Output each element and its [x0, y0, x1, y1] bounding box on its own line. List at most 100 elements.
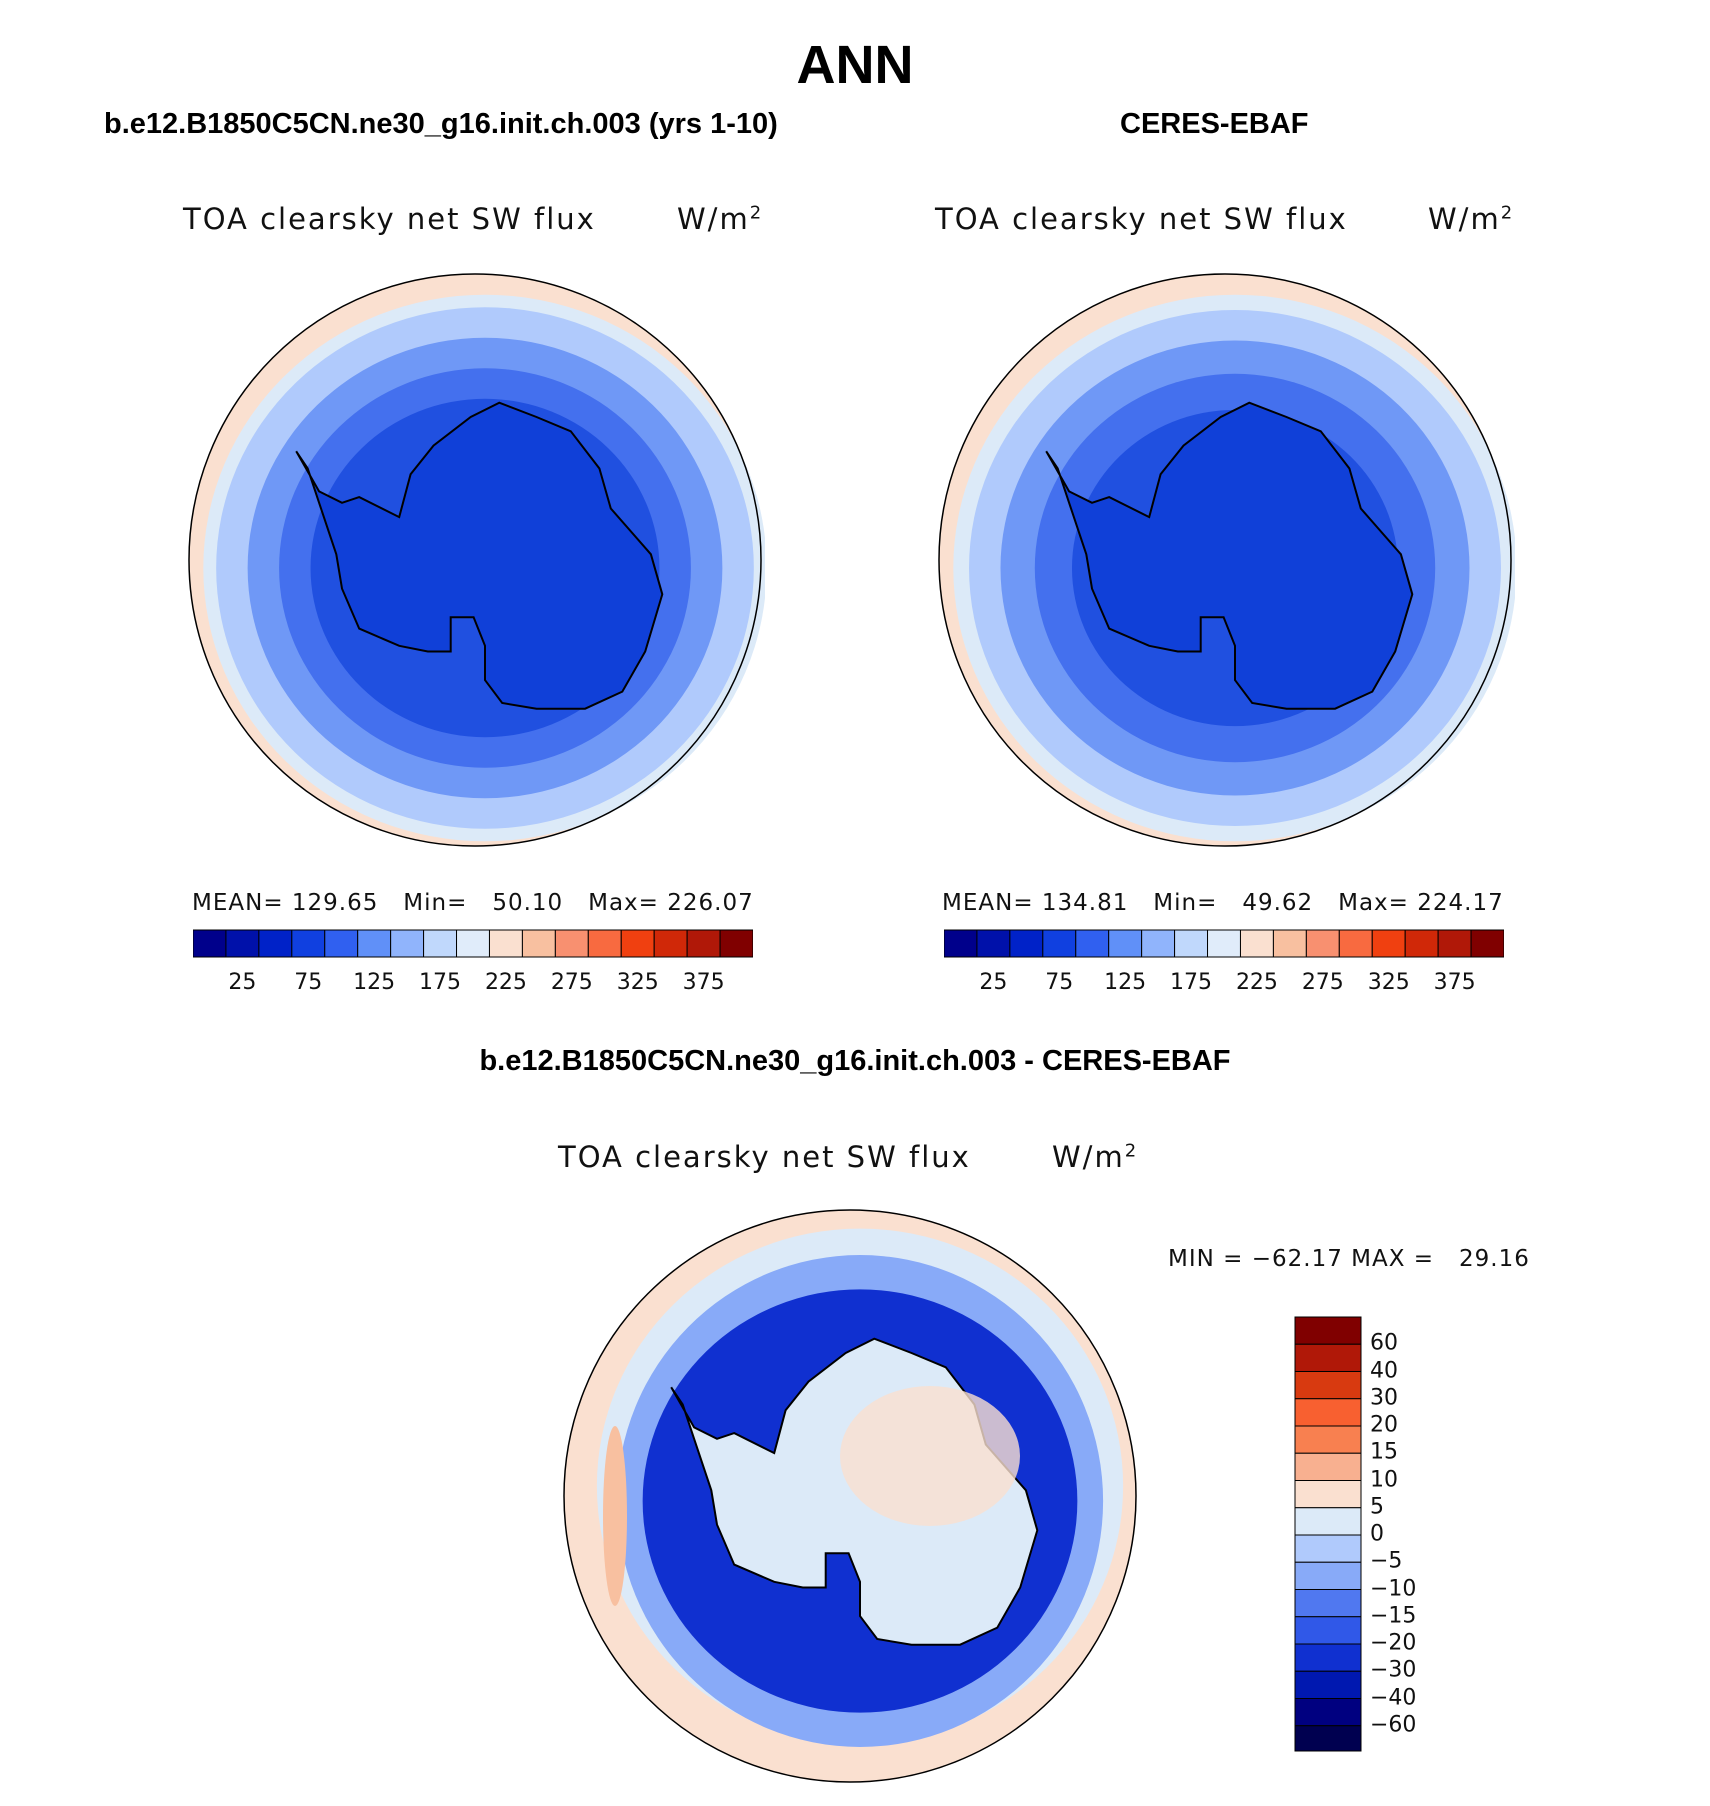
colorbar-box	[1239, 929, 1274, 958]
diff-colorbar-tick-label: −40	[1370, 1685, 1417, 1710]
colorbar-box	[1305, 929, 1340, 958]
model-antarctica-outline	[295, 401, 664, 710]
obs-stats: MEAN= 134.81 Min= 49.62 Max= 224.17	[942, 890, 1504, 916]
diff-polar-map	[563, 1209, 1137, 1783]
diff-colorbar	[1294, 1316, 1362, 1752]
diff-colorbar-box	[1294, 1670, 1362, 1699]
diff-title: b.e12.B1850C5CN.ne30_g16.init.ch.003 - C…	[479, 1045, 1231, 1077]
diff-positive-arc	[603, 1426, 627, 1606]
diff-colorbar-box	[1294, 1452, 1362, 1481]
colorbar-box	[976, 929, 1011, 958]
colorbar-box	[1042, 929, 1077, 958]
obs-colorbar-labels: 25 75 125 175 225 275 325 375	[944, 970, 1504, 1000]
diff-colorbar-box	[1294, 1507, 1362, 1536]
diff-colorbar-box	[1294, 1643, 1362, 1672]
diff-positive-patch	[840, 1386, 1020, 1526]
colorbar-box	[1108, 929, 1143, 958]
diff-colorbar-box	[1294, 1343, 1362, 1372]
main-title: ANN	[796, 35, 914, 95]
colorbar-box	[1371, 929, 1406, 958]
colorbar-box	[1141, 929, 1176, 958]
colorbar-tick-label: 75	[1045, 970, 1074, 995]
colorbar-tick-label: 375	[1433, 970, 1476, 995]
diff-colorbar-box	[1294, 1534, 1362, 1563]
colorbar-box	[1404, 929, 1439, 958]
colorbar-box	[1207, 929, 1241, 958]
model-plot-title: TOA clearsky net SW flux	[183, 202, 596, 236]
diff-minmax: MIN = −62.17 MAX = 29.16	[1168, 1246, 1530, 1272]
diff-colorbar-tick-label: −10	[1370, 1576, 1417, 1601]
diff-colorbar-box	[1294, 1316, 1362, 1345]
colorbar-box	[1272, 929, 1307, 958]
colorbar-box	[1470, 929, 1504, 958]
colorbar-box	[620, 929, 655, 958]
diff-colorbar-tick-label: 5	[1370, 1494, 1384, 1520]
colorbar-box	[653, 929, 688, 958]
colorbar-tick-label: 25	[228, 970, 257, 995]
diff-colorbar-labels: 60 40 30 20 15 10 5 0 −5 −10 −15 −20 −30 −40 −60	[1370, 1316, 1490, 1752]
model-polar-map	[188, 273, 765, 847]
obs-plot-title: TOA clearsky net SW flux	[935, 202, 1348, 236]
model-stats: MEAN= 129.65 Min= 50.10 Max= 226.07	[192, 890, 754, 916]
colorbar-box	[357, 929, 392, 958]
diff-colorbar-box	[1294, 1589, 1362, 1618]
diff-colorbar-tick-label: −30	[1370, 1657, 1417, 1683]
colorbar-box	[1437, 929, 1472, 958]
diff-plot-title: TOA clearsky net SW flux	[558, 1140, 971, 1174]
colorbar-tick-label: 225	[1235, 970, 1278, 995]
model-map-border	[188, 273, 762, 847]
diff-colorbar-tick-label: −15	[1370, 1603, 1417, 1629]
diff-units: W/m2	[1052, 1140, 1139, 1174]
colorbar-box	[193, 929, 227, 958]
colorbar-box	[1338, 929, 1373, 958]
diff-colorbar-tick-label: 40	[1370, 1358, 1398, 1383]
diff-colorbar-box	[1294, 1425, 1362, 1454]
colorbar-box	[686, 929, 721, 958]
obs-case-title: CERES-EBAF	[1120, 108, 1309, 140]
diff-colorbar-box	[1294, 1398, 1362, 1427]
colorbar-box	[456, 929, 490, 958]
obs-map-border	[938, 273, 1512, 847]
model-colorbar-labels: 25 75 125 175 225 275 325 375	[193, 970, 753, 1000]
diff-colorbar-box	[1294, 1480, 1362, 1509]
diff-colorbar-box	[1294, 1698, 1362, 1727]
colorbar-tick-label: 275	[1301, 970, 1344, 995]
colorbar-box	[1009, 929, 1044, 958]
diff-colorbar-tick-label: 30	[1370, 1385, 1398, 1411]
colorbar-box	[324, 929, 359, 958]
colorbar-tick-label: 325	[616, 970, 659, 995]
model-case-title: b.e12.B1850C5CN.ne30_g16.init.ch.003 (yr…	[104, 108, 778, 140]
diff-colorbar-tick-label: 60	[1370, 1330, 1398, 1356]
colorbar-box	[587, 929, 622, 958]
diff-map-border	[563, 1209, 1137, 1783]
colorbar-box	[225, 929, 260, 958]
colorbar-box	[488, 929, 523, 958]
colorbar-tick-label: 275	[550, 970, 593, 995]
colorbar-box	[258, 929, 293, 958]
colorbar-tick-label: 25	[979, 970, 1008, 995]
diff-colorbar-tick-label: −20	[1370, 1630, 1417, 1656]
colorbar-box	[944, 929, 978, 958]
colorbar-tick-label: 225	[484, 970, 527, 995]
diff-colorbar-tick-label: −60	[1370, 1712, 1417, 1738]
diff-colorbar-box	[1294, 1616, 1362, 1645]
colorbar-tick-label: 175	[1170, 970, 1213, 995]
colorbar-tick-label: 375	[682, 970, 725, 995]
obs-antarctica-outline	[1045, 401, 1414, 710]
colorbar-box	[291, 929, 326, 958]
obs-polar-map	[938, 273, 1515, 847]
colorbar-box	[390, 929, 425, 958]
colorbar-tick-label: 175	[419, 970, 462, 995]
model-colorbar	[193, 929, 753, 958]
colorbar-box	[423, 929, 458, 958]
diff-colorbar-tick-label: 15	[1370, 1439, 1398, 1465]
colorbar-tick-label: 75	[294, 970, 323, 995]
colorbar-box	[1174, 929, 1209, 958]
diff-colorbar-box	[1294, 1371, 1362, 1400]
obs-units: W/m2	[1428, 202, 1515, 236]
colorbar-box	[1075, 929, 1110, 958]
colorbar-box	[521, 929, 556, 958]
diff-colorbar-tick-label: −5	[1370, 1548, 1403, 1574]
diff-colorbar-tick-label: 20	[1370, 1412, 1398, 1438]
colorbar-tick-label: 125	[1104, 970, 1147, 995]
